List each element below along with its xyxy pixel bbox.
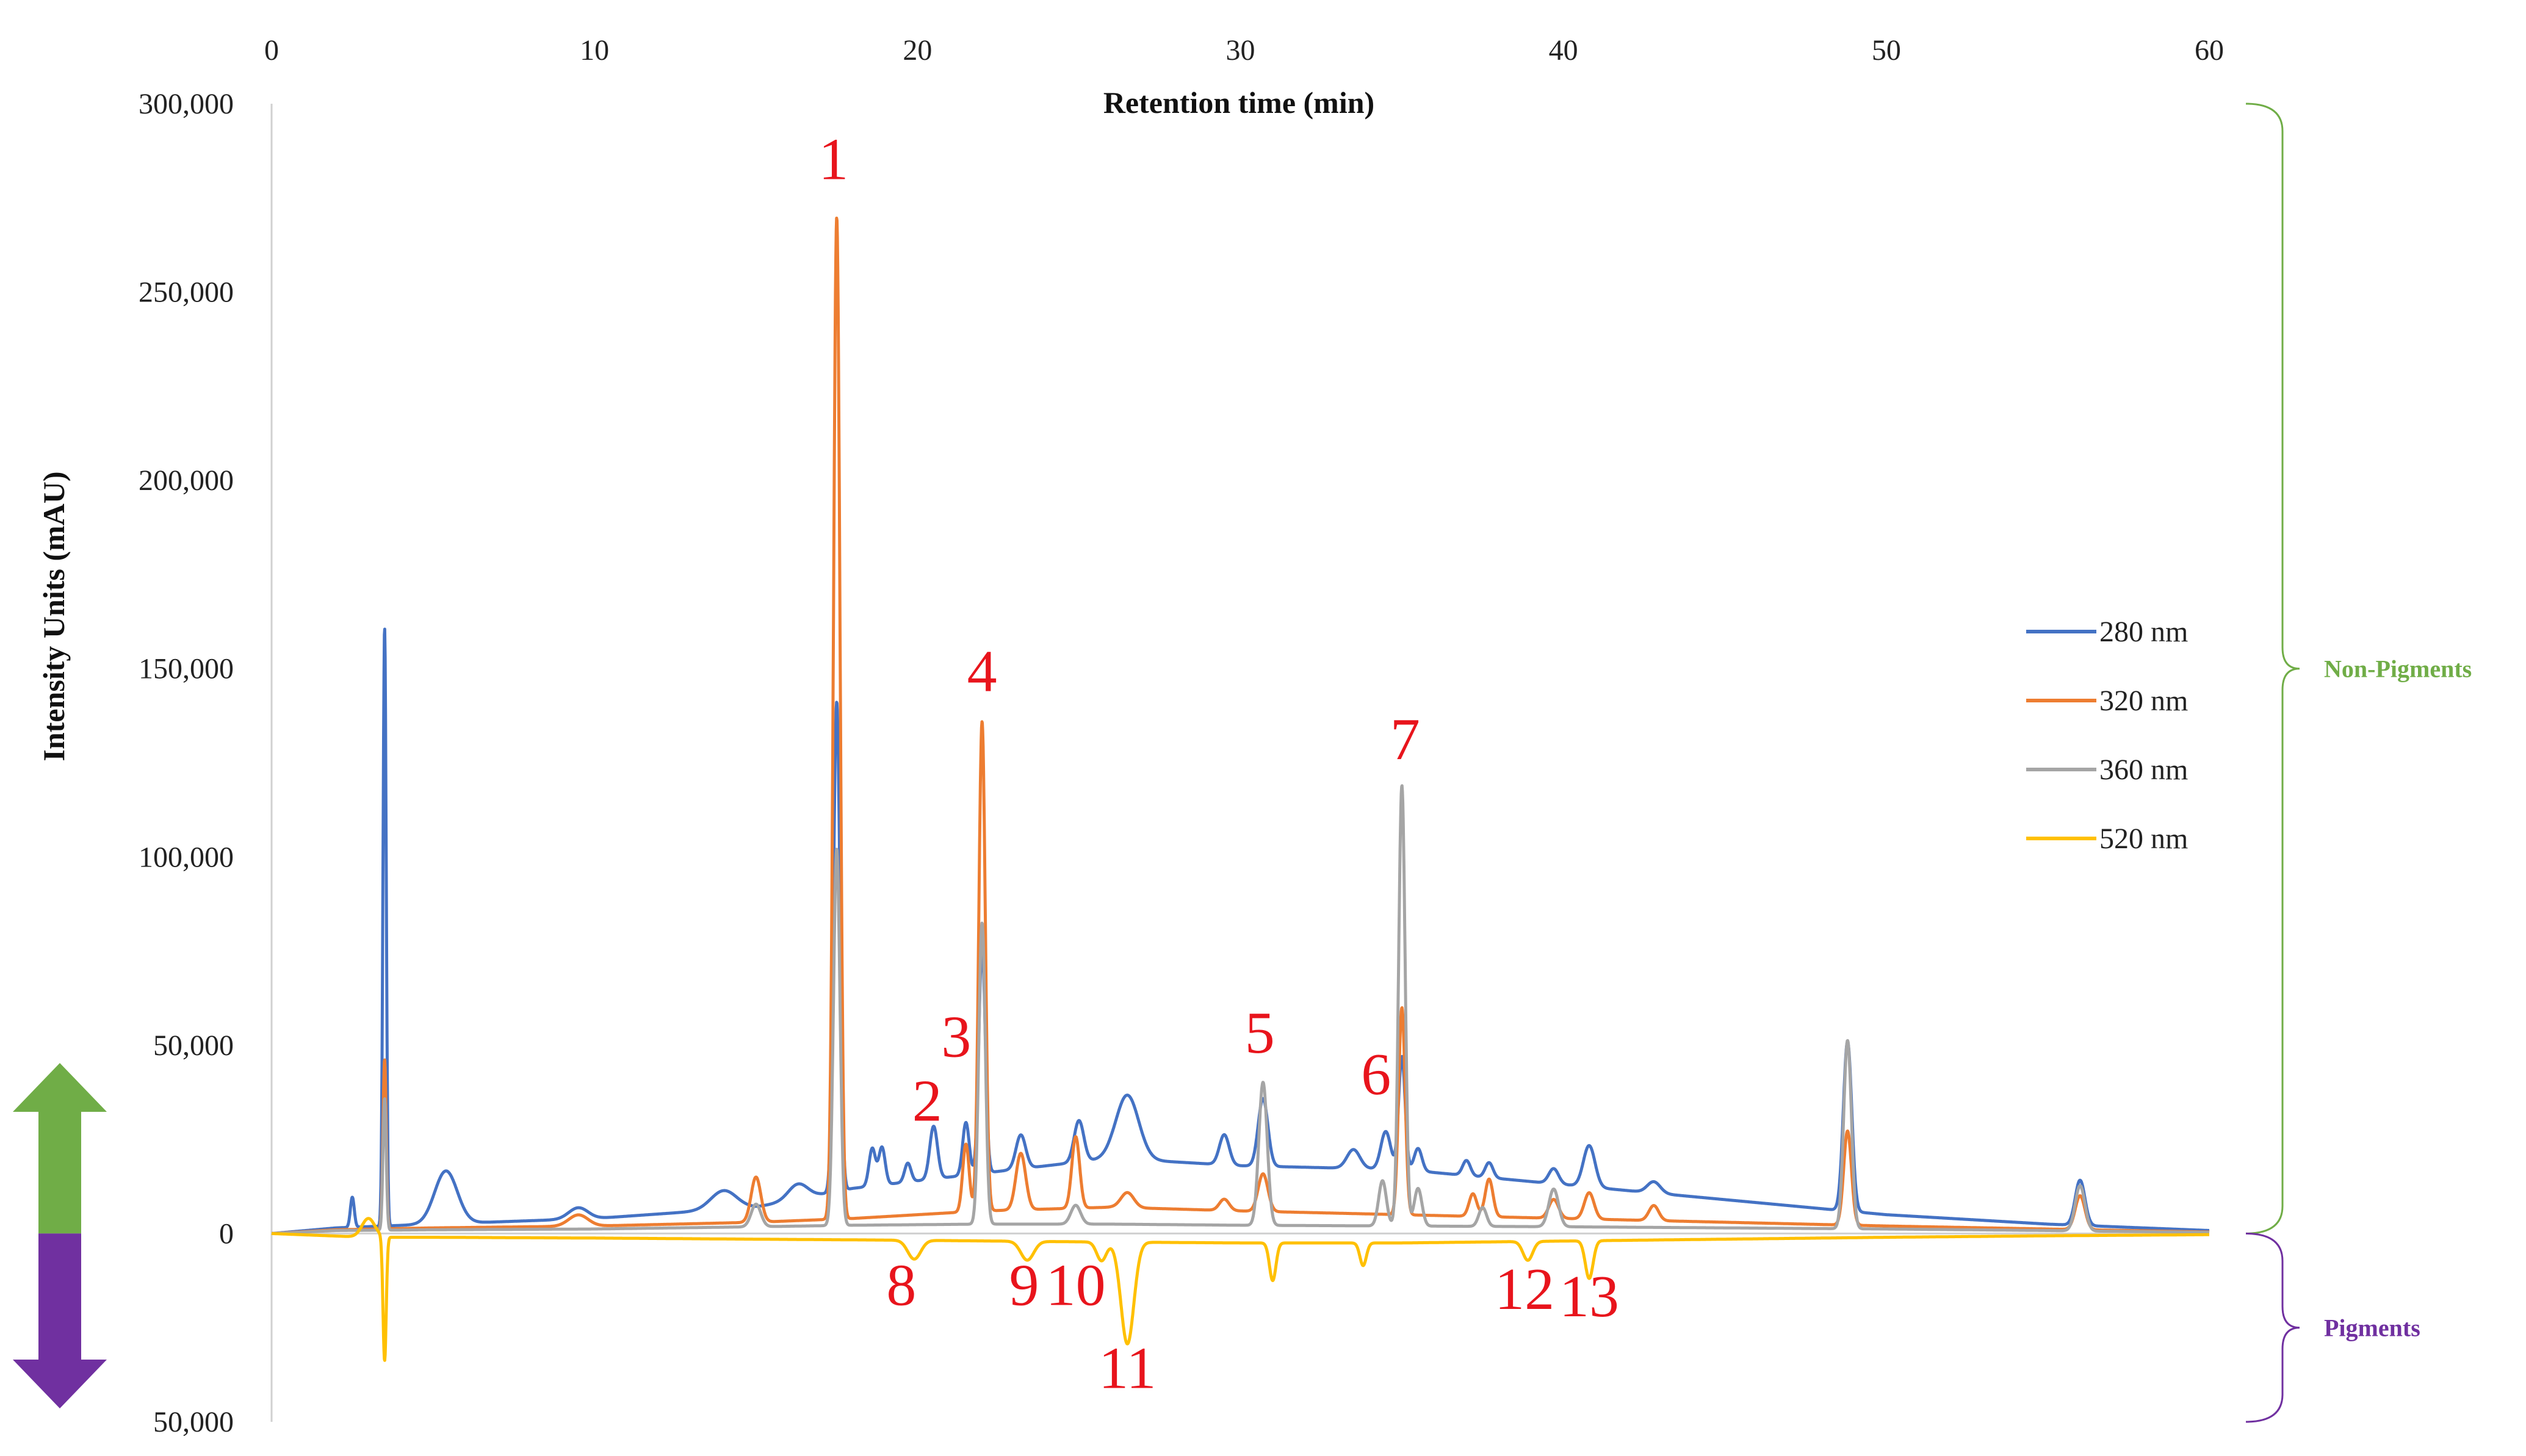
x-axis-ticks: 0 10 20 30 40 50 60	[264, 34, 2224, 67]
y-axis-title: Intensity Units (mAU)	[37, 472, 71, 762]
peak-label: 1	[818, 126, 848, 192]
peak-label: 2	[912, 1068, 942, 1134]
legend-label: 320 nm	[2099, 685, 2188, 717]
peak-label: 8	[886, 1253, 916, 1319]
up-arrow-icon	[13, 1063, 107, 1234]
y-tick-label: 100,000	[139, 841, 234, 873]
peak-label: 3	[941, 1004, 971, 1070]
axes	[270, 104, 2209, 1422]
region-label: Pigments	[2324, 1314, 2420, 1342]
y-axis-ticks: 300,000 250,000 200,000 150,000 100,000 50,00…	[139, 88, 234, 1438]
x-tick-label: 20	[903, 34, 932, 67]
region-label: Non-Pigments	[2324, 655, 2472, 683]
series-line	[270, 627, 2210, 1235]
series-line	[270, 784, 2210, 1235]
peak-label: 7	[1390, 707, 1420, 773]
region-arrows	[13, 1063, 107, 1408]
peak-label: 5	[1245, 1000, 1275, 1066]
series-line	[270, 1217, 2210, 1362]
peak-label: 11	[1099, 1335, 1156, 1401]
peak-label: 9	[1009, 1253, 1039, 1319]
y-tick-label: 300,000	[139, 88, 234, 120]
y-tick-label: 50,000	[153, 1029, 234, 1062]
y-tick-label: 150,000	[139, 653, 234, 685]
peak-label: 13	[1559, 1264, 1619, 1330]
legend: 280 nm 320 nm 360 nm 520 nm	[2026, 616, 2188, 855]
x-axis-title: Retention time (min)	[1103, 85, 1374, 120]
y-tick-label: 50,000	[153, 1406, 234, 1438]
legend-label: 280 nm	[2099, 616, 2188, 648]
y-tick-label: 250,000	[139, 276, 234, 309]
y-tick-label: 200,000	[139, 464, 234, 497]
peak-label: 12	[1495, 1256, 1554, 1322]
x-tick-label: 10	[580, 34, 609, 67]
y-tick-label: 0	[219, 1217, 234, 1250]
series-lines	[270, 217, 2210, 1362]
x-tick-label: 60	[2195, 34, 2224, 67]
peak-label: 6	[1361, 1042, 1391, 1108]
region-brackets: Non-Pigments Pigments	[2245, 103, 2472, 1423]
legend-label: 360 nm	[2099, 754, 2188, 786]
x-tick-label: 40	[1549, 34, 1578, 67]
down-arrow-icon	[13, 1233, 107, 1408]
region-bracket	[2245, 1232, 2300, 1423]
peak-label: 10	[1046, 1253, 1106, 1319]
x-tick-label: 50	[1872, 34, 1901, 67]
series-line	[270, 217, 2210, 1235]
x-tick-label: 0	[264, 34, 279, 67]
legend-label: 520 nm	[2099, 823, 2188, 855]
peak-label: 4	[967, 639, 997, 705]
region-bracket	[2245, 103, 2300, 1234]
x-tick-label: 30	[1226, 34, 1255, 67]
